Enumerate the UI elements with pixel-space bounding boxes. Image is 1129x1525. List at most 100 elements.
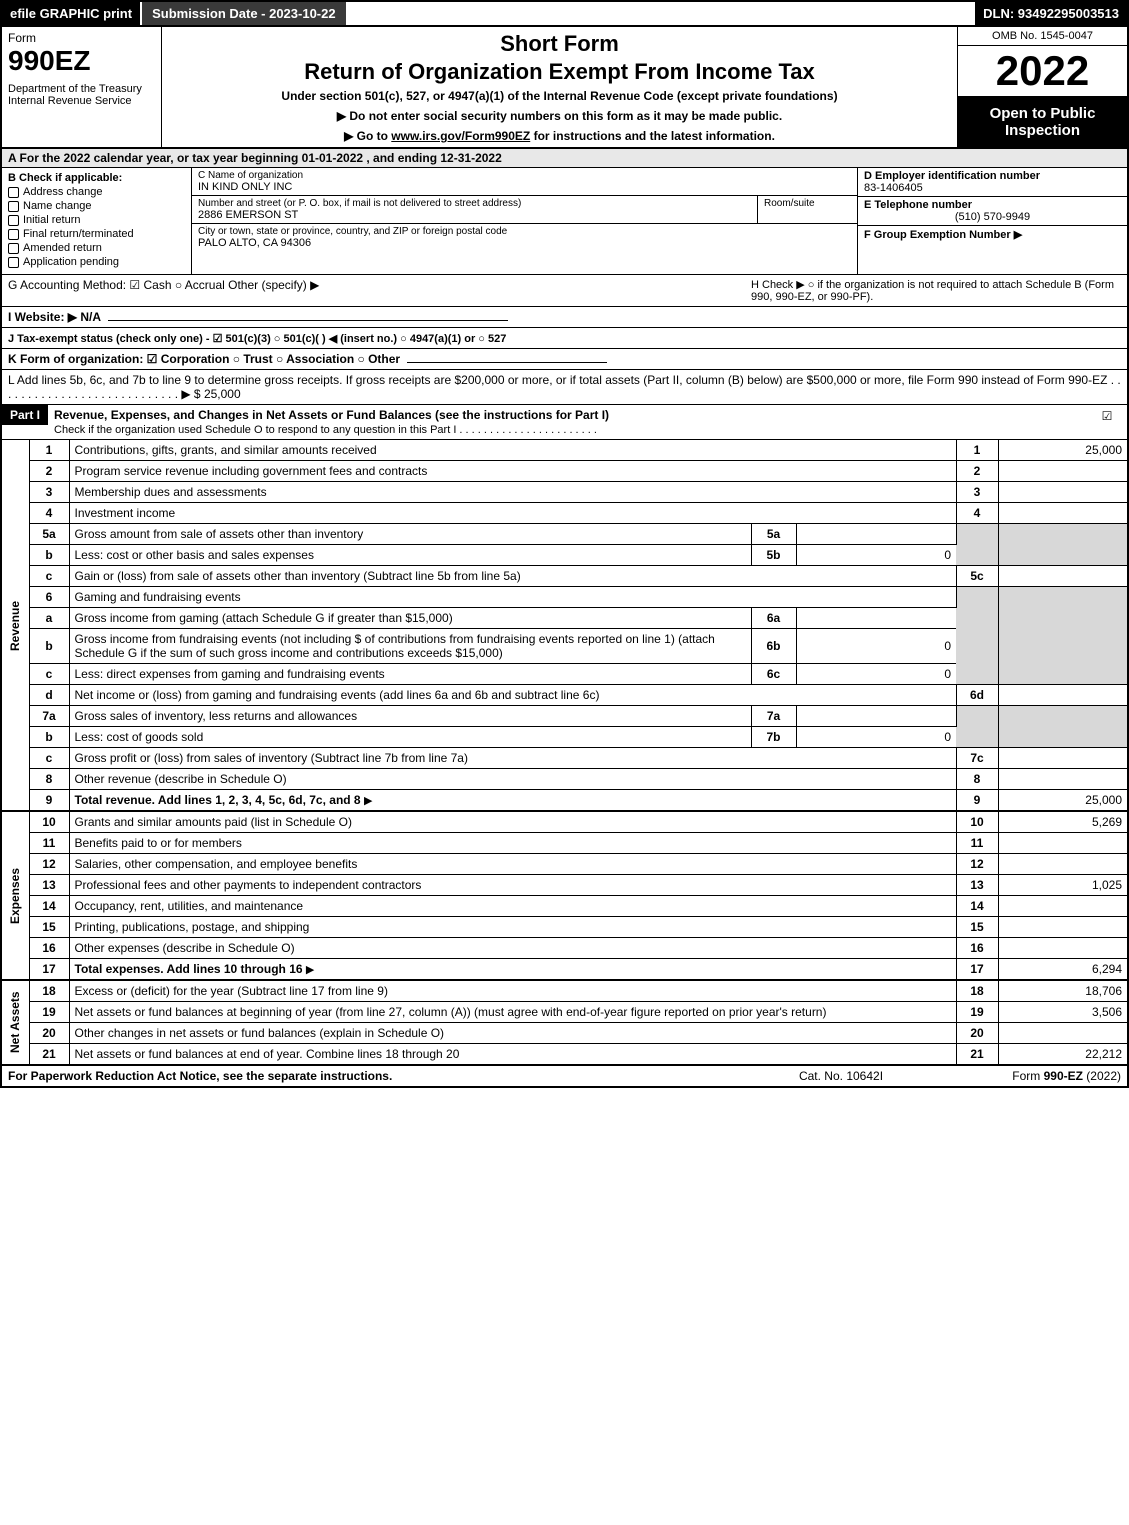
line-1-val: 25,000: [998, 440, 1128, 461]
line-13-rtnum: 13: [956, 875, 998, 896]
line-15-rtnum: 15: [956, 917, 998, 938]
line-5a-desc: Gross amount from sale of assets other t…: [69, 524, 751, 545]
line-6c-subval: 0: [796, 664, 956, 685]
line-19-rtnum: 19: [956, 1002, 998, 1023]
part-1-subtitle: Check if the organization used Schedule …: [54, 424, 597, 436]
line-14-val: [998, 896, 1128, 917]
check-final-return[interactable]: Final return/terminated: [8, 228, 185, 240]
line-7b-sub: 7b: [751, 727, 796, 748]
topbar-spacer: [346, 2, 976, 25]
line-13-val: 1,025: [998, 875, 1128, 896]
check-initial-return[interactable]: Initial return: [8, 214, 185, 226]
line-20-val: [998, 1023, 1128, 1044]
line-5b-num: b: [29, 545, 69, 566]
footer-formref: Form 990-EZ (2022): [941, 1069, 1121, 1083]
line-5a: 5a Gross amount from sale of assets othe…: [1, 524, 1128, 545]
entity-block: B Check if applicable: Address change Na…: [0, 168, 1129, 275]
line-20-num: 20: [29, 1023, 69, 1044]
part-1-table: Revenue 1 Contributions, gifts, grants, …: [0, 440, 1129, 1066]
line-19: 19 Net assets or fund balances at beginn…: [1, 1002, 1128, 1023]
line-7c-desc: Gross profit or (loss) from sales of inv…: [69, 748, 956, 769]
efile-label[interactable]: efile GRAPHIC print: [2, 2, 140, 25]
checkbox-icon: [8, 229, 19, 240]
ein-label: D Employer identification number: [864, 170, 1121, 182]
line-8-num: 8: [29, 769, 69, 790]
line-21: 21 Net assets or fund balances at end of…: [1, 1044, 1128, 1066]
line-1-desc: Contributions, gifts, grants, and simila…: [69, 440, 956, 461]
phone-cell: E Telephone number (510) 570-9949: [858, 197, 1127, 226]
org-form-text: K Form of organization: ☑ Corporation ○ …: [8, 352, 400, 366]
opt-amended: Amended return: [23, 242, 102, 254]
under-section: Under section 501(c), 527, or 4947(a)(1)…: [170, 89, 949, 103]
page-footer: For Paperwork Reduction Act Notice, see …: [0, 1066, 1129, 1088]
row-g-accounting: G Accounting Method: ☑ Cash ○ Accrual Ot…: [0, 275, 1129, 307]
line-6d: d Net income or (loss) from gaming and f…: [1, 685, 1128, 706]
line-14: 14 Occupancy, rent, utilities, and maint…: [1, 896, 1128, 917]
part-1-check[interactable]: ☑: [1087, 405, 1127, 439]
header-left: Form 990EZ Department of the Treasury In…: [2, 27, 162, 147]
line-7a-sub: 7a: [751, 706, 796, 727]
city-value: PALO ALTO, CA 94306: [198, 237, 851, 249]
irs-link[interactable]: www.irs.gov/Form990EZ: [391, 129, 530, 143]
street-cell: Number and street (or P. O. box, if mail…: [192, 196, 757, 223]
line-10-desc: Grants and similar amounts paid (list in…: [69, 811, 956, 833]
line-8-val: [998, 769, 1128, 790]
part-1-title: Revenue, Expenses, and Changes in Net As…: [54, 408, 609, 422]
check-application-pending[interactable]: Application pending: [8, 256, 185, 268]
line-6c-num: c: [29, 664, 69, 685]
line-5a-num: 5a: [29, 524, 69, 545]
line-12-rtnum: 12: [956, 854, 998, 875]
line-14-desc: Occupancy, rent, utilities, and maintena…: [69, 896, 956, 917]
group-exemption-cell: F Group Exemption Number ▶: [858, 226, 1127, 243]
ssn-note: ▶ Do not enter social security numbers o…: [170, 109, 949, 123]
line-6a-desc: Gross income from gaming (attach Schedul…: [69, 608, 751, 629]
line-2-val: [998, 461, 1128, 482]
line-8-rtnum: 8: [956, 769, 998, 790]
line-9-num: 9: [29, 790, 69, 812]
line-6c-desc: Less: direct expenses from gaming and fu…: [69, 664, 751, 685]
line-6d-val: [998, 685, 1128, 706]
line-5a-sub: 5a: [751, 524, 796, 545]
line-7a: 7a Gross sales of inventory, less return…: [1, 706, 1128, 727]
line-9-rtnum: 9: [956, 790, 998, 812]
line-5c-rtnum: 5c: [956, 566, 998, 587]
check-address-change[interactable]: Address change: [8, 186, 185, 198]
line-5a-subval: [796, 524, 956, 545]
tax-exempt-text: J Tax-exempt status (check only one) - ☑…: [8, 333, 506, 345]
opt-initial: Initial return: [23, 214, 80, 226]
line-5b-subval: 0: [796, 545, 956, 566]
goto-note: ▶ Go to www.irs.gov/Form990EZ for instru…: [170, 129, 949, 143]
org-name-value: IN KIND ONLY INC: [198, 181, 851, 193]
line-17-rtnum: 17: [956, 959, 998, 981]
line-18: Net Assets 18 Excess or (deficit) for th…: [1, 980, 1128, 1002]
expenses-side-label: Expenses: [1, 811, 29, 980]
line-11-val: [998, 833, 1128, 854]
line-7b-subval: 0: [796, 727, 956, 748]
org-name-label: C Name of organization: [198, 170, 851, 181]
line-5c-val: [998, 566, 1128, 587]
line-7ab-shade-val: [998, 706, 1128, 748]
check-name-change[interactable]: Name change: [8, 200, 185, 212]
line-20-desc: Other changes in net assets or fund bala…: [69, 1023, 956, 1044]
header-right: OMB No. 1545-0047 2022 Open to Public In…: [957, 27, 1127, 147]
return-title: Return of Organization Exempt From Incom…: [170, 59, 949, 85]
line-12: 12 Salaries, other compensation, and emp…: [1, 854, 1128, 875]
line-10-rtnum: 10: [956, 811, 998, 833]
line-19-desc: Net assets or fund balances at beginning…: [69, 1002, 956, 1023]
line-6-shade: [956, 587, 998, 685]
line-3-val: [998, 482, 1128, 503]
line-18-rtnum: 18: [956, 980, 998, 1002]
line-15-num: 15: [29, 917, 69, 938]
part-1-label: Part I: [2, 405, 48, 425]
check-amended-return[interactable]: Amended return: [8, 242, 185, 254]
line-15-val: [998, 917, 1128, 938]
opt-name: Name change: [23, 200, 92, 212]
line-4-num: 4: [29, 503, 69, 524]
line-2: 2 Program service revenue including gove…: [1, 461, 1128, 482]
line-6d-num: d: [29, 685, 69, 706]
line-6b-subval: 0: [796, 629, 956, 664]
org-form-underline: [407, 362, 607, 363]
dln-label: DLN: 93492295003513: [975, 2, 1127, 25]
line-1-num: 1: [29, 440, 69, 461]
line-19-num: 19: [29, 1002, 69, 1023]
